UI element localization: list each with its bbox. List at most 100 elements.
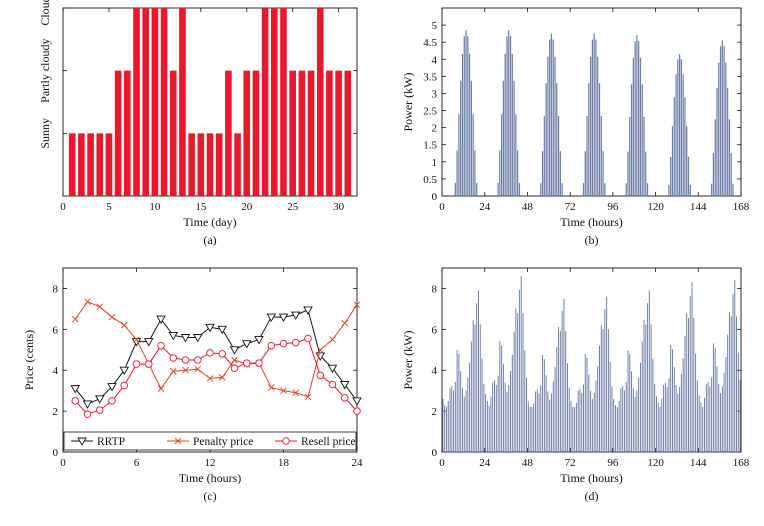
x-tick-label: 96 bbox=[607, 201, 619, 213]
load-bar bbox=[639, 362, 641, 452]
pv-bar bbox=[721, 40, 723, 196]
penalty-marker bbox=[353, 301, 361, 309]
pv-bar bbox=[461, 53, 464, 196]
pv-bar bbox=[456, 150, 458, 196]
weather-bar bbox=[243, 70, 251, 196]
load-bar bbox=[702, 406, 704, 452]
load-bar bbox=[600, 325, 602, 452]
pv-bar bbox=[671, 126, 674, 196]
load-bar bbox=[682, 358, 684, 452]
weather-bar bbox=[160, 8, 168, 196]
penalty-marker bbox=[133, 336, 140, 343]
penalty-marker bbox=[231, 356, 238, 364]
weather-bar bbox=[225, 70, 232, 196]
x-axis-label: Time (hours) bbox=[560, 215, 623, 229]
weather-bar bbox=[197, 133, 205, 196]
load-bar bbox=[488, 405, 490, 452]
load-bar bbox=[718, 384, 720, 452]
pv-bar bbox=[643, 116, 645, 196]
load-bar bbox=[595, 380, 597, 452]
load-bar bbox=[529, 407, 531, 452]
series-line-0 bbox=[74, 309, 358, 405]
y-category-label: Partly cloudy bbox=[38, 39, 52, 103]
load-bar bbox=[590, 390, 592, 452]
resell-marker bbox=[83, 410, 92, 418]
load-bar bbox=[497, 375, 499, 452]
load-bar bbox=[704, 397, 706, 452]
x-tick-label: 0 bbox=[60, 457, 66, 469]
pv-bar bbox=[719, 46, 722, 196]
load-bar bbox=[645, 324, 647, 452]
weather-bar bbox=[289, 70, 296, 196]
pv-bar bbox=[556, 83, 558, 196]
load-bar bbox=[625, 381, 627, 452]
resell-marker bbox=[242, 359, 251, 367]
pv-bar bbox=[711, 183, 713, 196]
pv-bar bbox=[673, 97, 675, 196]
load-bar bbox=[720, 393, 722, 452]
legend-label: Resell price bbox=[301, 436, 356, 448]
load-bar bbox=[565, 330, 567, 452]
pv-bar bbox=[598, 83, 601, 196]
load-bar bbox=[566, 363, 568, 452]
load-bar bbox=[575, 402, 577, 452]
load-bar bbox=[711, 377, 713, 452]
resell-marker bbox=[95, 406, 104, 414]
load-bar bbox=[485, 394, 487, 452]
load-bar bbox=[447, 400, 449, 452]
rrtp-marker bbox=[107, 383, 117, 392]
resell-marker bbox=[353, 407, 361, 415]
penalty-marker bbox=[169, 367, 177, 375]
y-tick-label: 1.5 bbox=[423, 140, 437, 152]
pv-bar bbox=[557, 116, 560, 196]
resell-marker bbox=[181, 356, 190, 364]
pv-bar bbox=[687, 156, 690, 196]
resell-marker bbox=[120, 381, 128, 390]
load-bar bbox=[609, 362, 611, 452]
load-bar bbox=[584, 353, 586, 452]
load-bar bbox=[586, 357, 588, 452]
pv-bar bbox=[723, 46, 725, 196]
pv-bar bbox=[630, 84, 633, 196]
x-tick-label: 0 bbox=[439, 457, 445, 469]
rrtp-marker bbox=[327, 364, 338, 374]
pv-bar-night bbox=[570, 194, 572, 196]
load-bar bbox=[458, 354, 460, 452]
y-axis-label: Price (cents) bbox=[22, 330, 36, 390]
load-bar bbox=[510, 371, 512, 452]
weather-bar bbox=[252, 70, 260, 196]
load-bar bbox=[721, 386, 723, 452]
weather-bar bbox=[261, 8, 269, 196]
load-bar bbox=[495, 384, 497, 452]
y-category-label: Sunny bbox=[38, 118, 52, 149]
weather-bar bbox=[87, 133, 94, 196]
load-bar bbox=[526, 377, 528, 452]
y-tick-label: 2.5 bbox=[423, 106, 437, 118]
load-bar bbox=[572, 407, 574, 452]
load-bar bbox=[661, 398, 663, 452]
pv-bar bbox=[727, 87, 729, 196]
load-bar bbox=[629, 354, 631, 452]
pv-bar bbox=[686, 126, 688, 196]
pv-bar bbox=[460, 80, 462, 196]
load-bar bbox=[599, 345, 600, 452]
pv-bar bbox=[682, 74, 684, 196]
pv-bar bbox=[604, 183, 606, 196]
rrtp-marker bbox=[205, 323, 215, 333]
pv-bar bbox=[627, 151, 629, 196]
load-bar bbox=[695, 353, 697, 452]
resell-marker bbox=[304, 334, 312, 343]
panel-caption: (c) bbox=[203, 489, 216, 503]
load-bar bbox=[550, 393, 552, 452]
weather-bar bbox=[215, 133, 223, 196]
x-axis-label: Time (hours) bbox=[179, 471, 242, 485]
series-line-1 bbox=[74, 301, 358, 398]
penalty-marker bbox=[71, 315, 79, 323]
load-bar bbox=[534, 391, 536, 452]
penalty-marker bbox=[206, 375, 214, 382]
load-bar bbox=[688, 318, 689, 452]
panel-b: 0 24 48 72 96 120 144 168 0 0.5 1 1.5 2 2.5 3 3.5 4 4.5 5 T… bbox=[401, 7, 750, 247]
resell-marker bbox=[218, 350, 226, 358]
weather-bar bbox=[344, 70, 352, 196]
load-bar bbox=[659, 407, 661, 452]
